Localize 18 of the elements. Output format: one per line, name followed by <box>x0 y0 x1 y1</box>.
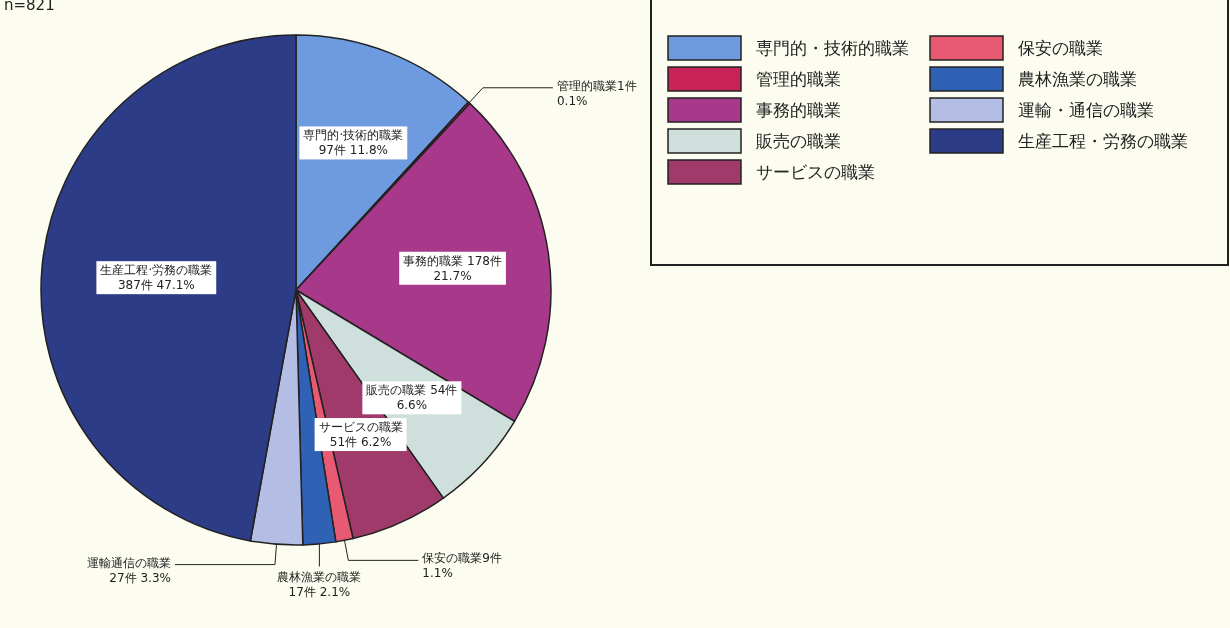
data-label: 販売の職業 54件 6.6% <box>366 383 458 413</box>
legend-label: 生産工程・労務の職業 <box>1018 131 1188 151</box>
data-label: 農林漁業の職業 17件 2.1% <box>277 569 362 599</box>
legend-label: 専門的・技術的職業 <box>756 38 909 58</box>
legend-label: 運輸・通信の職業 <box>1018 100 1154 120</box>
data-label: 運輸通信の職業 27件 3.3% <box>86 555 171 585</box>
data-label: 生産工程·労務の職業 387件 47.1% <box>100 263 213 293</box>
legend-label: 事務的職業 <box>756 100 841 120</box>
data-label: 保安の職業9件 1.1% <box>422 551 503 581</box>
legend-label: 販売の職業 <box>756 131 841 151</box>
legend-label: 管理的職業 <box>756 69 841 89</box>
data-label: 管理的職業1件 0.1% <box>556 78 637 108</box>
legend-label: サービスの職業 <box>756 162 875 182</box>
data-label: 事務的職業 178件 21.7% <box>403 253 502 283</box>
legend-label: 保安の職業 <box>1018 38 1103 58</box>
data-label: 専門的·技術的職業 97件 11.8% <box>303 128 404 158</box>
legend-label: 農林漁業の職業 <box>1018 69 1137 89</box>
data-label: サービスの職業 51件 6.2% <box>318 420 403 450</box>
